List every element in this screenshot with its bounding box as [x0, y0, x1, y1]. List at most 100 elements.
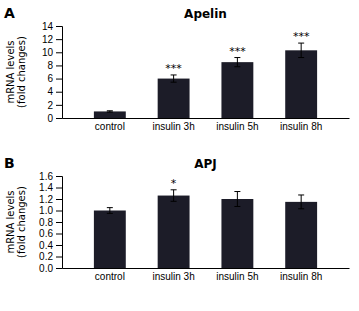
axis-line — [63, 268, 350, 269]
error-bar — [234, 192, 240, 207]
tick-label: control — [95, 121, 125, 132]
tick-label: 4 — [47, 86, 53, 97]
tick-mark — [56, 79, 62, 80]
annotation: *** — [165, 62, 182, 75]
tick: 1.0 — [39, 205, 62, 216]
tick-label: 12 — [42, 34, 54, 45]
tick-mark — [56, 234, 62, 235]
bar — [221, 62, 253, 118]
error-bar — [107, 208, 113, 214]
tick-mark — [56, 245, 62, 246]
bar — [221, 199, 253, 268]
tick-mark — [56, 92, 62, 93]
bar — [158, 79, 190, 118]
tick: 1.6 — [39, 171, 62, 182]
tick-label: 10 — [42, 47, 54, 58]
tick-label: 8 — [47, 60, 53, 71]
error-bar — [234, 58, 240, 67]
tick: 0.4 — [39, 240, 62, 251]
tick-mark — [56, 222, 62, 223]
tick-label: control — [95, 271, 125, 282]
tick-mark — [56, 65, 62, 66]
tick-label: 0.8 — [39, 217, 53, 228]
tick: 1.2 — [39, 194, 62, 205]
tick-label: insulin 5h — [216, 271, 258, 282]
title: Apelin — [184, 7, 227, 21]
tick-label: 0.0 — [39, 263, 53, 274]
tick-label: insulin 5h — [216, 121, 258, 132]
tick: 2 — [47, 100, 62, 111]
tick: 8 — [47, 60, 62, 71]
tick-mark — [56, 105, 62, 106]
axis-title: mRNA levels(fold changes) — [5, 186, 27, 258]
error-bar — [298, 43, 304, 57]
panel: 0.00.20.40.60.81.01.21.41.6 control insuli… — [4, 155, 350, 282]
tick-label: insulin 8h — [280, 271, 322, 282]
tick-label: 0.4 — [39, 240, 53, 251]
tick-label: 1.2 — [39, 194, 53, 205]
tick-label: 1.4 — [39, 182, 53, 193]
panel-label: B — [4, 155, 15, 171]
tick-mark — [56, 188, 62, 189]
tick-label: insulin 3h — [152, 121, 194, 132]
bar — [285, 50, 317, 118]
bar — [94, 111, 126, 118]
tick-mark — [56, 268, 62, 269]
tick-mark — [56, 39, 62, 40]
tick: 12 — [42, 34, 62, 45]
tick: 4 — [47, 86, 62, 97]
marks — [94, 43, 317, 118]
axis-title: mRNA levels(fold changes) — [5, 36, 27, 108]
bar — [94, 211, 126, 269]
tick: 0.2 — [39, 251, 62, 262]
tick-mark — [56, 176, 62, 177]
axis-line — [56, 27, 63, 119]
x-axis: control insulin 3h insulin 5h insulin 8h — [63, 269, 350, 283]
panel-label: A — [4, 5, 15, 21]
tick-label: insulin 3h — [152, 271, 194, 282]
error-bar — [107, 111, 113, 112]
tick: insulin 8h — [280, 271, 322, 282]
tick-mark — [56, 118, 62, 119]
tick: 10 — [42, 47, 62, 58]
y-axis: 0 2 4 6 8 10 12 14 — [42, 21, 63, 124]
tick-label: 0 — [47, 113, 53, 124]
tick-label: 6 — [47, 73, 53, 84]
axis-line — [56, 177, 63, 269]
tick-label: 0.6 — [39, 228, 53, 239]
tick: insulin 3h — [152, 121, 194, 132]
tick-mark — [56, 211, 62, 212]
error-bar — [171, 190, 177, 202]
tick: 6 — [47, 73, 62, 84]
annotation: * — [171, 177, 177, 190]
x-axis: control insulin 3h insulin 5h insulin 8h — [63, 119, 350, 133]
tick-label: insulin 8h — [280, 121, 322, 132]
tick: 0.6 — [39, 228, 62, 239]
tick: insulin 3h — [152, 271, 194, 282]
tick-label: 0.2 — [39, 251, 53, 262]
tick: control — [95, 271, 125, 282]
chart: 0 2 4 6 8 10 12 14 control insulin 3h insulin 5h in… — [0, 0, 359, 311]
tick-label: 14 — [42, 21, 54, 32]
annotation: *** — [293, 30, 310, 43]
tick: 1.4 — [39, 182, 62, 193]
tick: insulin 5h — [216, 121, 258, 132]
axis-line — [63, 118, 350, 119]
tick-mark — [56, 26, 62, 27]
tick: 0.8 — [39, 217, 62, 228]
tick: control — [95, 121, 125, 132]
tick: insulin 5h — [216, 271, 258, 282]
y-axis: 0.00.20.40.60.81.01.21.41.6 — [39, 171, 62, 274]
panel: 0 2 4 6 8 10 12 14 control insulin 3h insulin 5h in… — [4, 5, 350, 132]
tick: insulin 8h — [280, 121, 322, 132]
annotation: *** — [229, 45, 246, 58]
bar — [285, 202, 317, 268]
tick-mark — [56, 52, 62, 53]
tick: 14 — [42, 21, 62, 32]
error-bar — [171, 75, 177, 82]
title: APJ — [194, 157, 217, 171]
bar — [158, 196, 190, 268]
tick: 0 — [47, 113, 62, 124]
tick-label: 1.0 — [39, 205, 53, 216]
tick-mark — [56, 257, 62, 258]
